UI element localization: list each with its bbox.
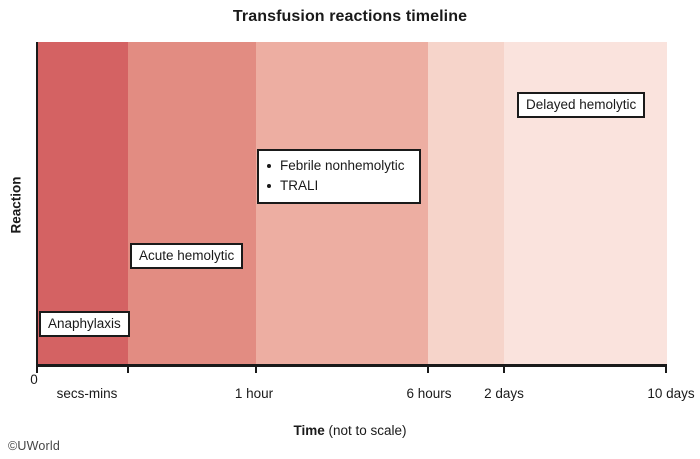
x-axis-tick	[503, 366, 505, 373]
x-tick-label: 1 hour	[234, 386, 274, 401]
bullet-icon	[267, 163, 271, 168]
x-axis-label: Time (not to scale)	[0, 423, 700, 438]
timeline-band	[128, 42, 256, 364]
x-axis-tick	[427, 366, 429, 373]
bullet-icon	[267, 183, 271, 188]
timeline-band	[428, 42, 504, 364]
bullet-text: TRALI	[280, 177, 319, 193]
y-axis-line	[35, 42, 38, 373]
x-axis-tick	[255, 366, 257, 373]
label-box-febrile-trali: Febrile nonhemolytic TRALI	[257, 149, 421, 204]
x-tick-label: 10 days	[647, 386, 695, 401]
plot-area	[37, 42, 667, 364]
label-box-delayed-hemolytic: Delayed hemolytic	[517, 92, 646, 119]
y-axis-label: Reaction	[8, 176, 24, 234]
bullet-text: Febrile nonhemolytic	[280, 158, 405, 173]
x-axis-label-bold: Time	[293, 423, 325, 438]
chart-title: Transfusion reactions timeline	[232, 8, 468, 25]
x-axis-label-note: (not to scale)	[324, 423, 407, 438]
x-tick-label: 0	[30, 372, 38, 387]
x-tick-label: secs-mins	[56, 386, 118, 401]
x-axis-tick	[665, 366, 667, 373]
bullet-item-febrile: Febrile nonhemolytic	[267, 156, 405, 176]
timeline-band	[504, 42, 667, 364]
x-tick-label: 2 days	[484, 386, 524, 401]
timeline-band	[37, 42, 128, 364]
x-tick-label: 6 hours	[406, 386, 452, 401]
x-axis-tick	[127, 366, 129, 373]
copyright: ©UWorld	[8, 439, 61, 453]
bullet-item-trali: TRALI	[267, 176, 405, 196]
label-box-anaphylaxis: Anaphylaxis	[39, 311, 130, 338]
label-box-acute-hemolytic: Acute hemolytic	[130, 243, 244, 270]
x-axis-line	[35, 364, 667, 367]
